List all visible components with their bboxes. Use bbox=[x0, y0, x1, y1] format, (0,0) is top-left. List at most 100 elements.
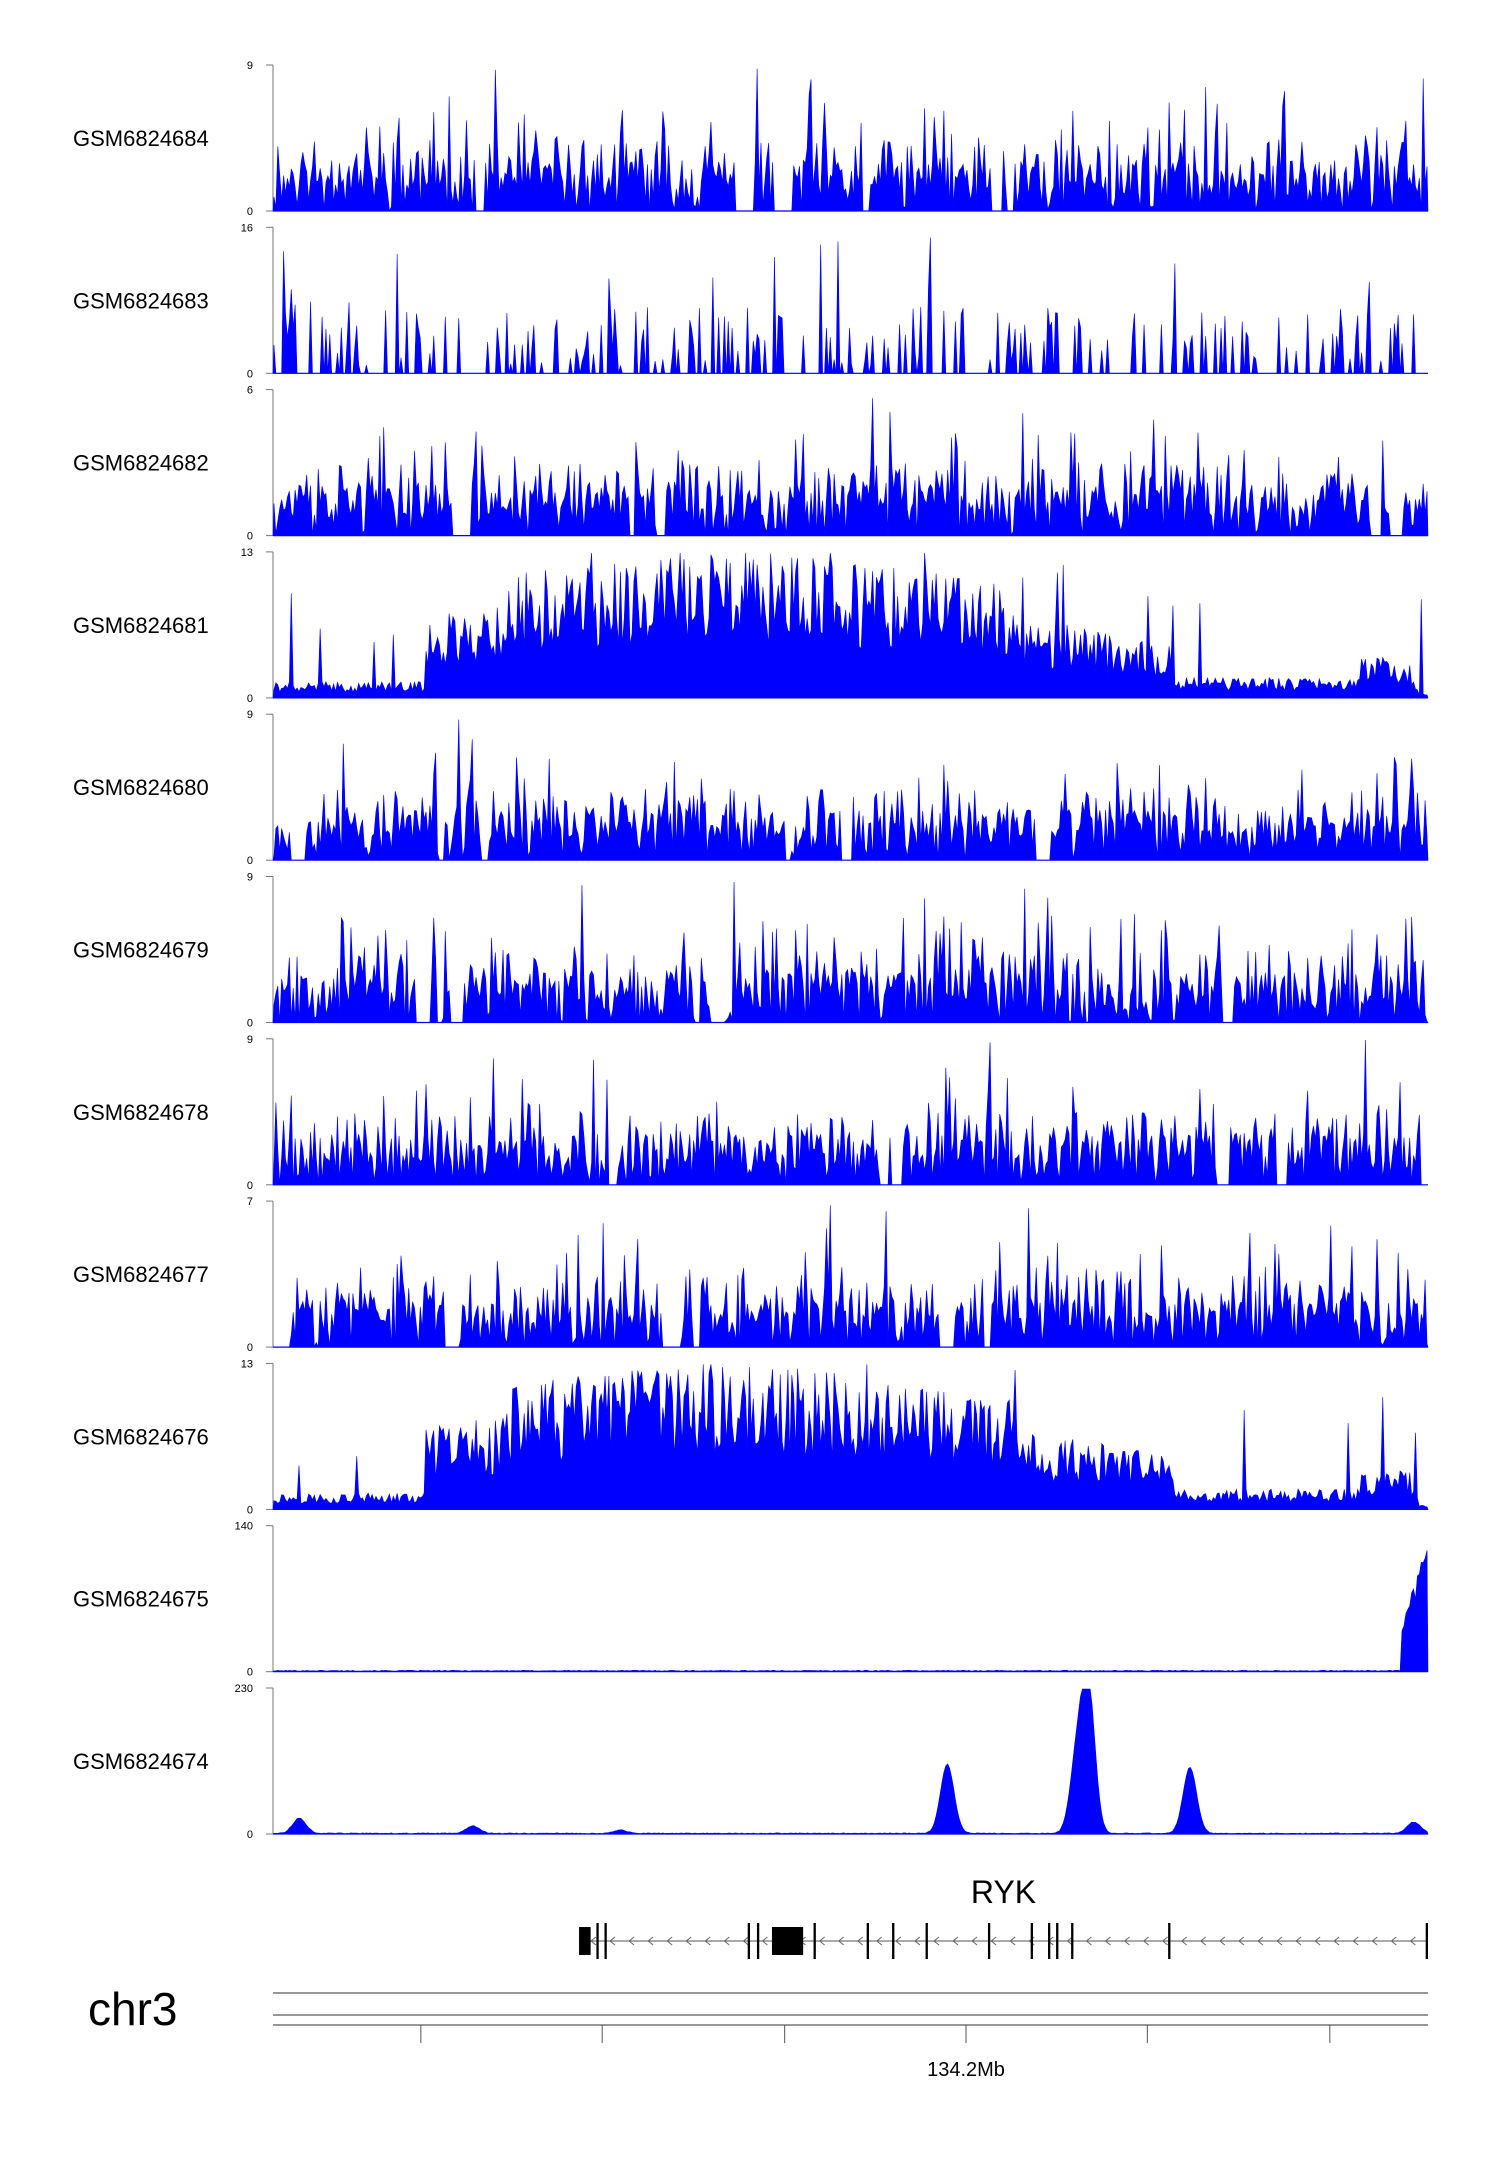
strand-chevron bbox=[742, 1936, 749, 1946]
exon bbox=[892, 1923, 895, 1959]
coverage-area bbox=[272, 68, 1429, 212]
strand-chevron bbox=[818, 1936, 825, 1946]
coverage-area bbox=[272, 881, 1429, 1023]
axis-position-label: 134.2Mb bbox=[927, 2059, 1005, 2081]
track-GSM6824676: GSM6824676 13 0 bbox=[73, 1358, 1429, 1516]
strand-chevron bbox=[1314, 1936, 1321, 1946]
exon bbox=[771, 1927, 804, 1955]
coverage-area bbox=[272, 719, 1429, 861]
gene-name-label: RYK bbox=[971, 1874, 1036, 1910]
strand-chevron bbox=[685, 1936, 692, 1946]
track-GSM6824680: GSM6824680 9 0 bbox=[73, 709, 1429, 867]
y-min-label: 0 bbox=[247, 855, 253, 867]
track-label: GSM6824675 bbox=[73, 1587, 209, 1612]
chromosome-track: chr3 bbox=[88, 1983, 1428, 2035]
track-GSM6824675: GSM6824675 140 0 bbox=[73, 1521, 1429, 1679]
track-label: GSM6824679 bbox=[73, 938, 209, 963]
coverage-area bbox=[272, 1550, 1429, 1672]
exon bbox=[925, 1923, 928, 1959]
y-min-label: 0 bbox=[247, 693, 253, 705]
strand-chevron bbox=[1295, 1936, 1302, 1946]
strand-chevron bbox=[1161, 1936, 1168, 1946]
track-label: GSM6824678 bbox=[73, 1100, 209, 1125]
y-max-label: 9 bbox=[247, 709, 253, 721]
track-GSM6824681: GSM6824681 13 0 bbox=[73, 547, 1429, 705]
exon bbox=[813, 1923, 816, 1959]
track-label: GSM6824682 bbox=[73, 451, 209, 476]
chromosome-label: chr3 bbox=[88, 1983, 177, 2035]
coverage-area bbox=[272, 552, 1429, 699]
strand-chevron bbox=[1142, 1936, 1149, 1946]
y-max-label: 6 bbox=[247, 385, 253, 397]
strand-chevron bbox=[837, 1936, 844, 1946]
strand-chevron bbox=[1085, 1936, 1092, 1946]
track-label: GSM6824677 bbox=[73, 1262, 209, 1287]
y-min-label: 0 bbox=[247, 1180, 253, 1192]
exon bbox=[1425, 1923, 1428, 1959]
y-max-label: 9 bbox=[247, 1034, 253, 1046]
y-max-label: 230 bbox=[235, 1683, 253, 1695]
exon bbox=[747, 1923, 751, 1959]
exon bbox=[1030, 1923, 1033, 1959]
strand-chevron bbox=[761, 1936, 768, 1946]
genomic-axis: 134.2Mb bbox=[273, 2024, 1428, 2081]
y-max-label: 13 bbox=[241, 1358, 253, 1370]
y-min-label: 0 bbox=[247, 1504, 253, 1516]
track-GSM6824682: GSM6824682 6 0 bbox=[73, 385, 1429, 543]
exon bbox=[1168, 1923, 1171, 1959]
y-min-label: 0 bbox=[247, 368, 253, 380]
strand-chevron bbox=[1390, 1936, 1397, 1946]
coverage-area bbox=[272, 1688, 1429, 1835]
coverage-area bbox=[273, 1205, 1429, 1348]
track-GSM6824679: GSM6824679 9 0 bbox=[73, 872, 1429, 1030]
coverage-area bbox=[272, 398, 1429, 536]
strand-chevron bbox=[1219, 1936, 1226, 1946]
strand-chevron bbox=[1180, 1936, 1188, 1946]
track-label: GSM6824674 bbox=[73, 1749, 209, 1774]
exon bbox=[579, 1927, 591, 1955]
y-max-label: 16 bbox=[241, 222, 253, 234]
strand-chevron bbox=[1352, 1936, 1359, 1946]
y-min-label: 0 bbox=[247, 1667, 253, 1679]
strand-chevron bbox=[856, 1936, 864, 1946]
strand-chevron bbox=[609, 1936, 616, 1946]
track-GSM6824678: GSM6824678 9 0 bbox=[73, 1034, 1428, 1192]
exon bbox=[604, 1923, 607, 1959]
strand-chevron bbox=[1066, 1936, 1073, 1946]
track-GSM6824684: GSM6824684 9 0 bbox=[73, 60, 1429, 218]
strand-chevron bbox=[990, 1936, 997, 1946]
strand-chevron bbox=[971, 1936, 978, 1946]
strand-chevron bbox=[1199, 1936, 1207, 1946]
y-max-label: 7 bbox=[247, 1196, 253, 1208]
strand-chevron bbox=[666, 1936, 673, 1946]
exon bbox=[987, 1923, 991, 1959]
strand-chevron bbox=[895, 1936, 902, 1946]
strand-chevron bbox=[647, 1936, 654, 1946]
y-min-label: 0 bbox=[247, 531, 253, 543]
strand-chevron bbox=[628, 1936, 635, 1946]
y-max-label: 13 bbox=[241, 547, 253, 559]
track-GSM6824677: GSM6824677 7 0 bbox=[73, 1196, 1429, 1354]
track-label: GSM6824676 bbox=[73, 1424, 209, 1449]
coverage-area bbox=[272, 1364, 1429, 1510]
y-max-label: 9 bbox=[247, 872, 253, 884]
exon bbox=[756, 1923, 760, 1959]
strand-chevron bbox=[1123, 1936, 1130, 1946]
strand-chevron bbox=[1409, 1936, 1416, 1946]
gene-model bbox=[579, 1923, 1428, 1959]
track-GSM6824674: GSM6824674 230 0 bbox=[73, 1683, 1429, 1841]
strand-chevron bbox=[723, 1936, 730, 1946]
y-max-label: 140 bbox=[235, 1521, 253, 1533]
strand-chevron bbox=[1104, 1936, 1111, 1946]
y-max-label: 9 bbox=[247, 60, 253, 72]
track-label: GSM6824683 bbox=[73, 288, 209, 313]
y-min-label: 0 bbox=[247, 206, 253, 218]
coverage-area bbox=[272, 1040, 1428, 1186]
strand-chevron bbox=[1371, 1936, 1378, 1946]
strand-chevron bbox=[590, 1936, 597, 1946]
track-GSM6824683: GSM6824683 16 0 bbox=[73, 222, 1428, 380]
strand-chevron bbox=[1276, 1936, 1283, 1946]
strand-chevron bbox=[1238, 1936, 1245, 1946]
track-label: GSM6824684 bbox=[73, 126, 209, 151]
